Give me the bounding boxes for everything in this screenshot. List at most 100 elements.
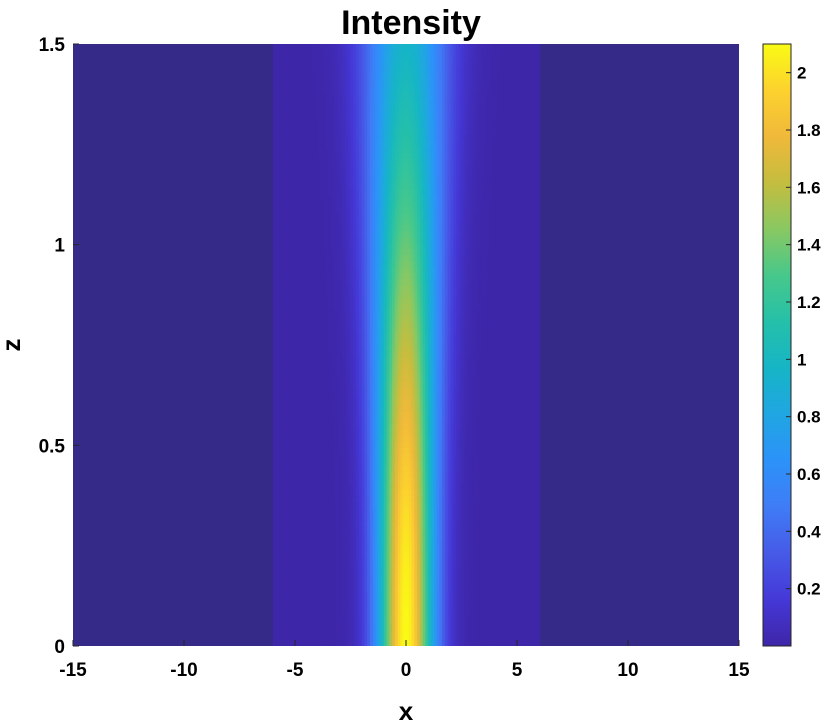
heatmap-cell — [494, 357, 499, 364]
heatmap-cell — [286, 417, 291, 424]
heatmap-cell — [430, 453, 435, 460]
heatmap-cell — [436, 549, 440, 557]
heatmap-cell — [517, 483, 521, 491]
heatmap-cell — [328, 405, 332, 412]
heatmap-cell — [314, 507, 318, 515]
heatmap-cell — [275, 417, 279, 424]
heatmap-cell — [331, 525, 335, 533]
heatmap-cell — [419, 405, 424, 412]
heatmap-cell — [444, 411, 449, 418]
heatmap-cell — [439, 519, 443, 527]
heatmap-cell — [319, 453, 324, 460]
heatmap-cell — [300, 555, 304, 563]
heatmap-cell — [486, 375, 490, 382]
heatmap-cell — [397, 357, 402, 364]
heatmap-cell — [522, 345, 526, 352]
heatmap-cell — [483, 603, 488, 611]
heatmap-cell — [414, 537, 418, 545]
heatmap-cell — [500, 387, 504, 394]
heatmap-cell — [411, 531, 415, 539]
heatmap-cell — [308, 561, 313, 569]
heatmap-cell — [322, 447, 327, 454]
heatmap-cell — [464, 543, 468, 551]
heatmap-cell — [475, 531, 479, 539]
heatmap-cell — [297, 417, 302, 424]
heatmap-cell — [292, 435, 296, 442]
heatmap-cell — [475, 332, 479, 340]
heatmap-cell — [500, 471, 504, 479]
heatmap-cell — [536, 489, 540, 497]
heatmap-cell — [322, 549, 327, 557]
heatmap-cell — [303, 447, 307, 454]
heatmap-cell — [442, 585, 446, 593]
heatmap-cell — [425, 381, 429, 388]
heatmap-cell — [372, 555, 377, 563]
heatmap-cell — [331, 513, 335, 521]
heatmap-cell — [467, 627, 471, 635]
heatmap-cell — [442, 435, 446, 442]
heatmap-cell — [297, 549, 302, 557]
heatmap-cell — [375, 609, 379, 617]
heatmap-cell — [447, 597, 451, 605]
heatmap-cell — [272, 381, 277, 388]
heatmap-cell — [342, 489, 346, 497]
heatmap-cell — [317, 435, 321, 442]
heatmap-cell — [522, 573, 526, 581]
heatmap-cell — [389, 411, 393, 418]
heatmap-cell — [383, 429, 388, 436]
heatmap-cell — [439, 363, 443, 370]
heatmap-cell — [450, 387, 454, 394]
heatmap-cell — [378, 477, 382, 485]
heatmap-cell — [408, 579, 413, 587]
heatmap-cell — [325, 633, 329, 641]
heatmap-cell — [497, 441, 501, 448]
heatmap-cell — [272, 507, 277, 515]
heatmap-cell — [328, 453, 332, 460]
heatmap-cell — [494, 387, 499, 394]
heatmap-cell — [406, 369, 410, 376]
heatmap-cell — [350, 609, 354, 617]
heatmap-cell — [519, 489, 524, 497]
heatmap-cell — [381, 591, 385, 599]
heatmap-cell — [406, 507, 410, 515]
heatmap-cell — [453, 537, 457, 545]
heatmap-cell — [286, 513, 291, 521]
heatmap-cell — [467, 585, 471, 593]
heatmap-cell — [297, 405, 302, 412]
heatmap-cell — [358, 417, 363, 424]
heatmap-cell — [519, 477, 524, 485]
heatmap-cell — [517, 429, 521, 436]
heatmap-cell — [517, 393, 521, 400]
heatmap-cell — [530, 338, 535, 346]
heatmap-cell — [419, 579, 424, 587]
heatmap-cell — [331, 489, 335, 497]
heatmap-cell — [489, 495, 493, 503]
heatmap-cell — [311, 351, 316, 358]
heatmap-cell — [519, 429, 524, 436]
heatmap-cell — [378, 447, 382, 454]
heatmap-cell — [406, 615, 410, 623]
heatmap-cell — [483, 573, 488, 581]
heatmap-cell — [419, 537, 424, 545]
heatmap-cell — [317, 573, 321, 581]
heatmap-cell — [533, 453, 538, 460]
heatmap-cell — [392, 357, 396, 364]
heatmap-cell — [406, 393, 410, 400]
heatmap-cell — [505, 531, 510, 539]
heatmap-cell — [367, 435, 371, 442]
heatmap-cell — [347, 531, 352, 539]
heatmap-cell — [319, 579, 324, 587]
heatmap-cell — [519, 381, 524, 388]
heatmap-cell — [447, 489, 451, 497]
heatmap-cell — [375, 453, 379, 460]
heatmap-cell — [464, 555, 468, 563]
heatmap-cell — [308, 507, 313, 515]
heatmap-cell — [436, 441, 440, 448]
heatmap-cell — [272, 471, 277, 479]
heatmap-cell — [331, 375, 335, 382]
heatmap-cell — [367, 459, 371, 466]
heatmap-cell — [358, 429, 363, 436]
heatmap-cell — [517, 387, 521, 394]
heatmap-cell — [289, 423, 293, 430]
heatmap-cell — [486, 363, 490, 370]
